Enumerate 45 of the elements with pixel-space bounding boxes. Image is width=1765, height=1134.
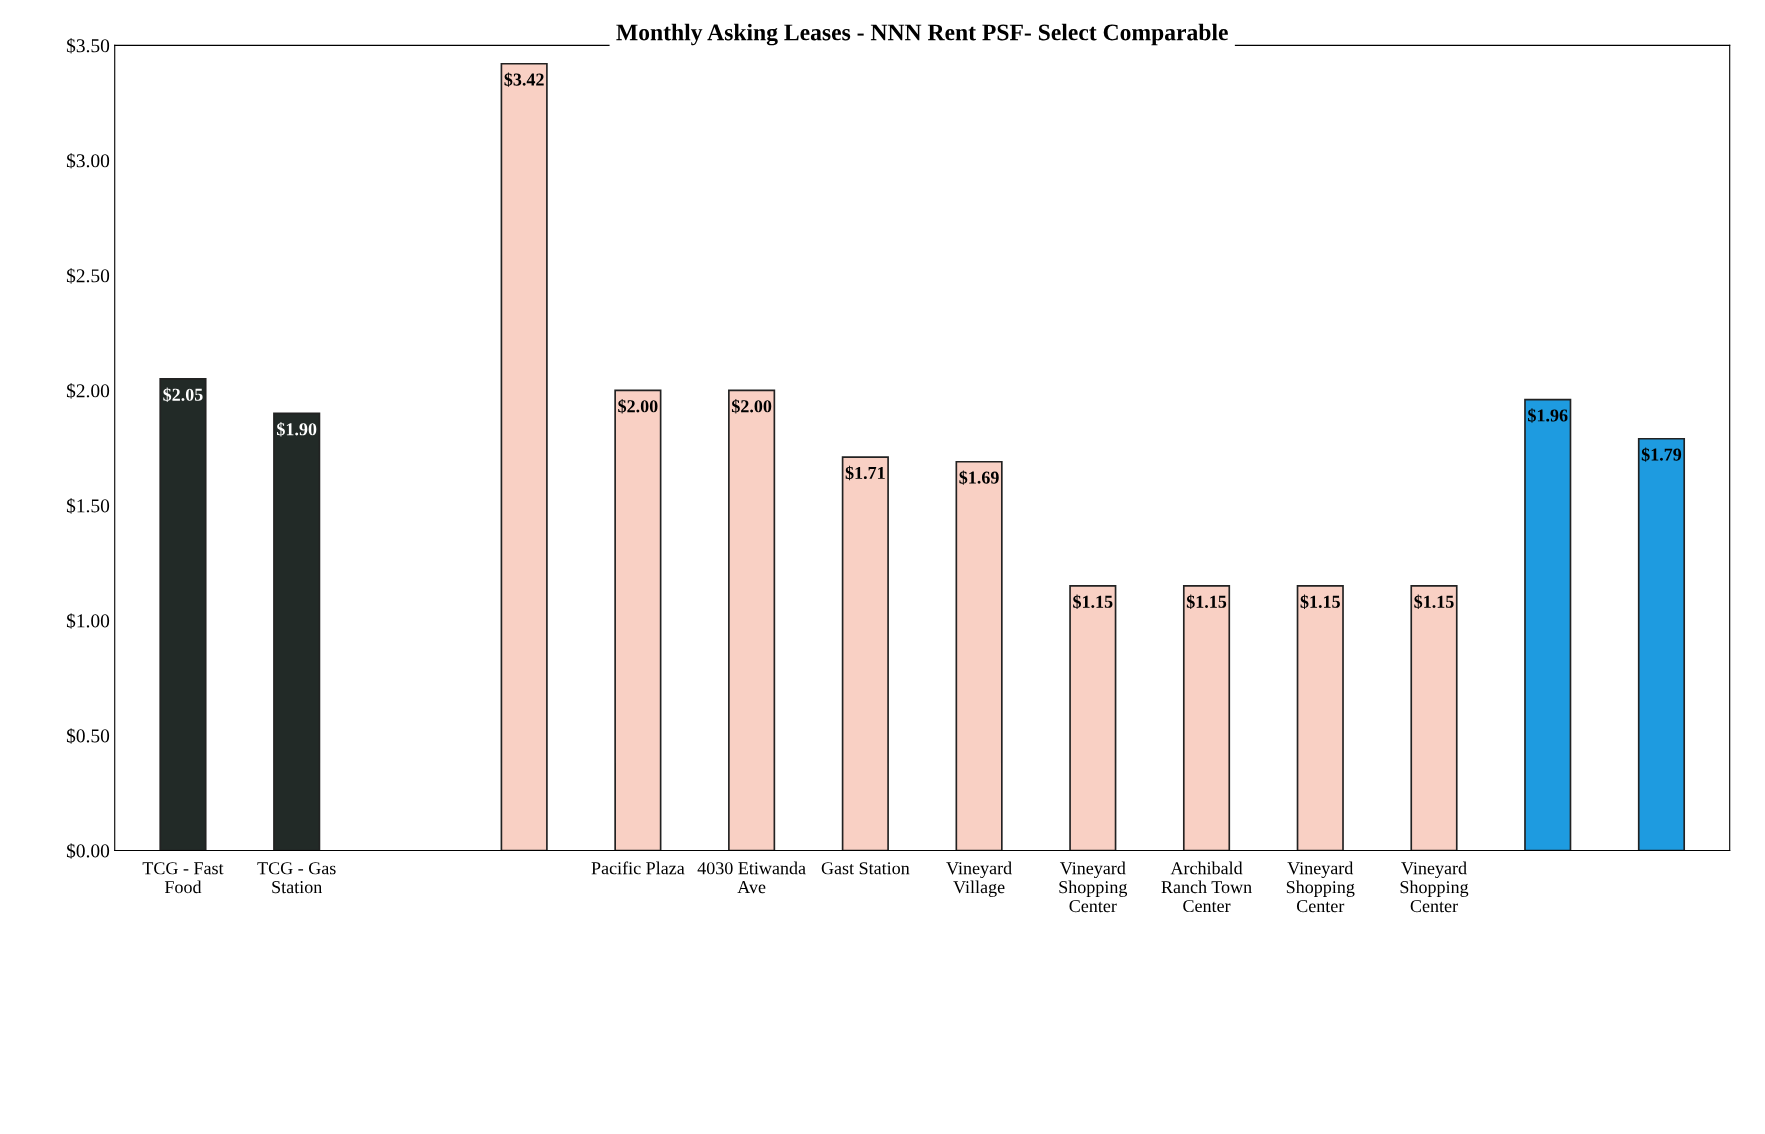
y-tick-label: $3.50 (66, 38, 110, 54)
bar (273, 412, 321, 851)
data-label: $1.79 (1641, 447, 1682, 462)
x-tick-label: Vineyard Shopping Center (1059, 861, 1128, 913)
data-label: $1.69 (959, 470, 999, 485)
x-tick-label: Pacific Plaza (591, 861, 685, 875)
x-tick-label: Archibald Ranch Town Center (1161, 861, 1252, 913)
data-label: $1.15 (1073, 594, 1113, 610)
bar (1069, 585, 1117, 851)
y-tick-label: $1.00 (66, 613, 110, 629)
data-label: $3.42 (504, 72, 544, 87)
data-label: $1.96 (1528, 408, 1568, 423)
bar (159, 378, 207, 851)
bar (841, 456, 889, 851)
y-tick-label: $1.50 (66, 498, 110, 514)
data-label: $1.71 (845, 465, 885, 481)
y-tick-label: $2.50 (66, 268, 110, 284)
bar (955, 460, 1003, 851)
data-label: $1.15 (1414, 594, 1454, 610)
y-tick-label: $3.00 (66, 153, 110, 169)
data-label: $2.00 (731, 399, 772, 414)
x-tick-label: Vineyard Shopping Center (1400, 861, 1469, 913)
bar (1524, 398, 1572, 851)
bar (1637, 437, 1686, 851)
x-tick-label: TCG - Gas Station (257, 862, 336, 894)
x-tick-label: TCG - Fast Food (142, 862, 224, 894)
y-tick-label: $0.00 (66, 843, 110, 859)
x-tick-label: 4030 Etiwanda Ave (697, 861, 806, 894)
data-label: $1.15 (1300, 594, 1340, 610)
bar (1296, 585, 1344, 851)
data-label: $2.00 (618, 399, 658, 414)
bar (500, 62, 548, 851)
bar (614, 389, 662, 851)
bar (728, 389, 776, 851)
x-tick-label: Gast Station (821, 862, 910, 875)
y-tick-label: $0.50 (66, 728, 110, 744)
bar (1410, 585, 1458, 851)
data-label: $1.90 (277, 422, 317, 437)
x-tick-label: Vineyard Shopping Center (1286, 861, 1355, 913)
data-label: $1.15 (1186, 594, 1227, 610)
y-tick-label: $2.00 (66, 383, 110, 399)
bar (1182, 585, 1231, 851)
chart-title: Monthly Asking Leases - NNN Rent PSF- Select Comparable (616, 23, 1228, 46)
data-label: $2.05 (163, 387, 203, 403)
x-tick-label: Vineyard Village (946, 861, 1012, 897)
